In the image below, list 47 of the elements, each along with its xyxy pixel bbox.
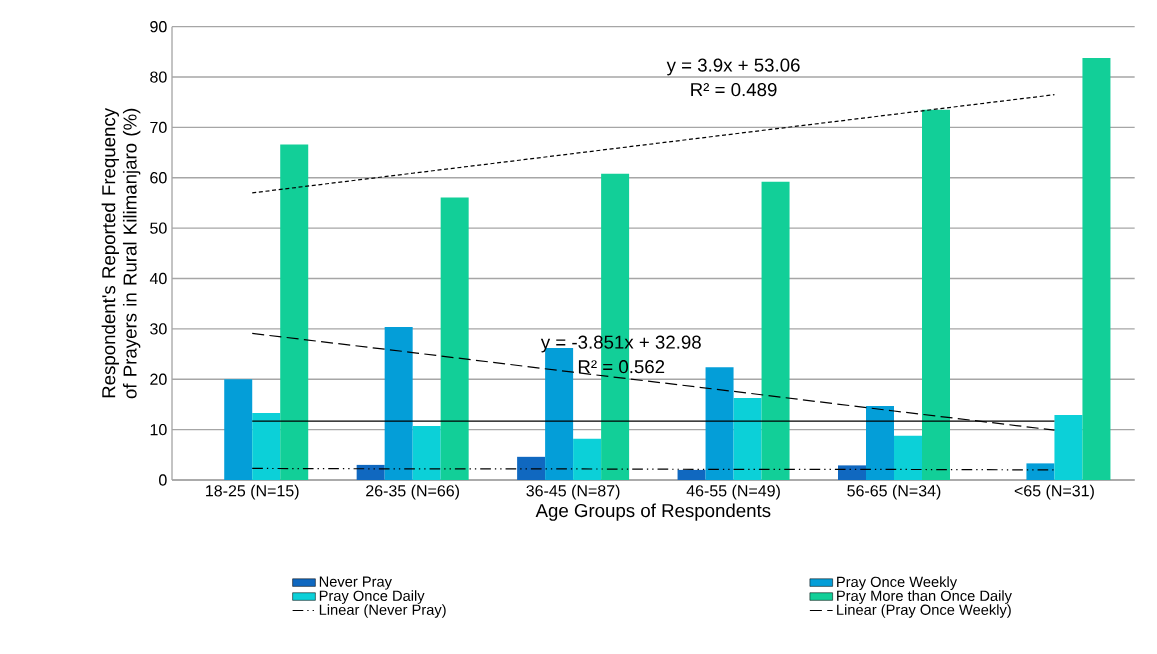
bar: [677, 469, 706, 480]
y-tick-label: 90: [150, 21, 167, 33]
y-tick-label: 80: [150, 71, 167, 83]
bar: [412, 426, 441, 480]
legend-label: Pray Once Daily: [319, 590, 425, 604]
y-tick-label: 10: [150, 423, 167, 436]
y-tick-label: 0: [159, 474, 167, 486]
x-tick-label: 26-35 (N=66): [366, 484, 459, 500]
bar: [761, 181, 790, 480]
x-tick-label: <65 (N=31): [1014, 484, 1094, 500]
x-tick-label: 56-65 (N=34): [847, 484, 941, 500]
bar: [440, 197, 469, 480]
x-axis-title: Age Groups of Respondents: [535, 503, 771, 521]
y-tick-label: 30: [150, 323, 167, 335]
legend-label: Pray More than Once Daily: [837, 590, 1012, 604]
x-tick-label: 18-25 (N=15): [206, 484, 299, 500]
y-tick-label: 50: [150, 222, 167, 234]
y-tick-label: 60: [150, 172, 167, 184]
annotation: y = 3.9x + 53.06: [666, 58, 800, 76]
annotation: R² = 0.489: [691, 83, 777, 97]
legend-label: Linear (Never Pray): [319, 604, 446, 618]
y-tick-label: 70: [150, 121, 167, 134]
line-series: [251, 332, 1056, 431]
bar: [280, 144, 309, 480]
x-tick-label: 36-45 (N=87): [526, 484, 620, 500]
bar: [894, 435, 922, 480]
bar: [705, 367, 734, 480]
y-tick-label: 20: [150, 373, 167, 385]
bar: [224, 379, 253, 480]
bar: [1026, 463, 1055, 480]
bar: [517, 456, 546, 480]
y-tick-label: 40: [149, 272, 167, 285]
bar: [838, 465, 866, 480]
bar: [252, 413, 281, 480]
bar: [1082, 57, 1111, 480]
x-tick-label: 46-55 (N=49): [686, 484, 780, 500]
legend-label: Linear (Pray Once Weekly): [837, 604, 1011, 618]
bar: [356, 464, 385, 480]
legend-label: Never Pray: [319, 576, 392, 590]
bar: [1054, 415, 1083, 480]
legend-label: Pray Once Weekly: [837, 576, 958, 590]
y-axis-title: Respondent's Reported Frequency of Prayers in Rural Kilimanjaro (%): [101, 107, 141, 399]
bar: [866, 405, 894, 480]
bar: [573, 438, 602, 480]
bar: [384, 326, 413, 480]
bar: [733, 397, 762, 480]
bar: [922, 109, 950, 480]
